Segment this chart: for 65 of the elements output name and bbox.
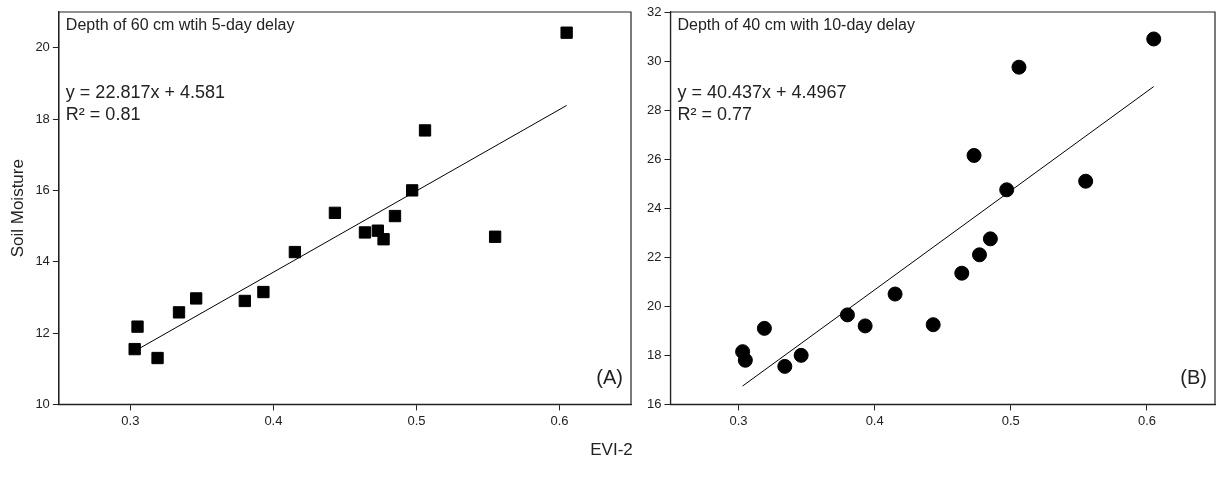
x-tick-label: 0.3 [121, 412, 140, 428]
point [839, 307, 855, 323]
annotation: (A) [596, 365, 623, 388]
point [560, 26, 573, 39]
y-tick-label: 12 [35, 324, 50, 340]
y-tick-label: 30 [646, 52, 662, 68]
y-tick-label: 24 [646, 199, 662, 215]
point [172, 306, 186, 319]
annotation: R² = 0.81 [65, 103, 141, 124]
point [982, 231, 998, 247]
point [966, 147, 982, 163]
y-tick-label: 18 [646, 346, 662, 362]
x-tick-label: 0.5 [407, 412, 426, 428]
annotation: y = 40.437x + 4.4967 [677, 81, 847, 102]
y-tick-label: 22 [646, 248, 662, 264]
chart-title: Depth of 40 cm with 10-day delay [677, 16, 915, 34]
point [954, 265, 970, 281]
y-tick-label: 10 [35, 395, 50, 411]
y-tick-label: 18 [35, 110, 50, 126]
y-axis-title: Soil Moisture [7, 159, 27, 258]
point [131, 320, 144, 333]
point [358, 226, 372, 239]
point [1011, 59, 1027, 75]
point [793, 347, 809, 363]
annotation: (B) [1180, 365, 1207, 388]
point [328, 206, 342, 219]
x-tick-label: 0.6 [1137, 412, 1156, 428]
point [418, 124, 432, 137]
point [971, 247, 987, 263]
y-tick-label: 20 [35, 39, 50, 55]
point [406, 184, 419, 197]
point [999, 182, 1015, 198]
y-tick-label: 16 [35, 181, 50, 197]
point [777, 358, 793, 374]
point [128, 342, 141, 356]
point [1146, 31, 1162, 47]
chart-title: Depth of 60 cm wtih 5-day delay [65, 16, 295, 34]
point [1078, 173, 1094, 189]
point [377, 233, 390, 246]
point [257, 285, 270, 299]
y-tick-label: 28 [646, 101, 662, 117]
point [857, 318, 873, 334]
point [756, 320, 772, 336]
y-tick-label: 16 [646, 395, 662, 411]
point [151, 351, 164, 365]
x-tick-label: 0.4 [865, 412, 884, 428]
point [388, 209, 402, 223]
y-tick-label: 26 [646, 150, 662, 166]
annotation: R² = 0.77 [677, 103, 753, 124]
y-tick-label: 32 [646, 3, 662, 19]
point [887, 286, 903, 302]
point [925, 317, 941, 333]
y-tick-label: 20 [646, 297, 662, 313]
x-axis-title: EVI-2 [589, 440, 634, 460]
point [190, 292, 203, 305]
y-tick-label: 14 [35, 253, 50, 269]
x-tick-label: 0.4 [264, 412, 283, 428]
x-tick-label: 0.5 [1001, 412, 1020, 428]
x-tick-label: 0.3 [729, 412, 748, 428]
annotation: y = 22.817x + 4.581 [65, 81, 225, 102]
point [288, 245, 302, 259]
point [238, 294, 251, 308]
point [737, 352, 753, 368]
point [488, 230, 502, 243]
x-tick-label: 0.6 [550, 412, 569, 428]
